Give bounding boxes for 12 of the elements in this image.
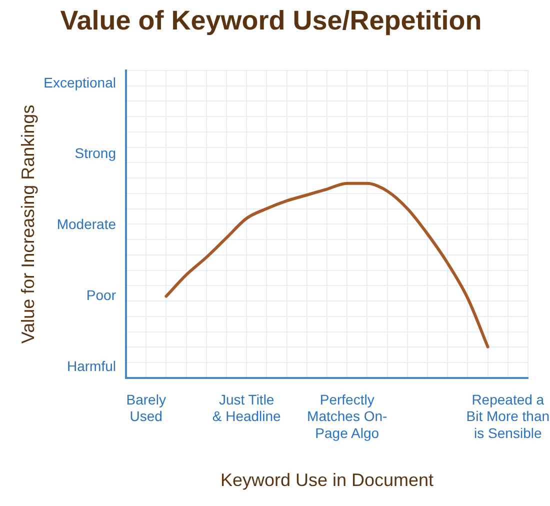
text: Moderate xyxy=(56,216,116,232)
text: Exceptional xyxy=(44,74,116,90)
text: Poor xyxy=(86,286,116,303)
x-tick-label: Perfectly Matches On- Page Algo xyxy=(307,391,388,441)
x-tick-label: Repeated a Bit More than is Sensible xyxy=(466,391,550,441)
chart-title: Value of Keyword Use/Repetition xyxy=(60,6,482,36)
text: Harmful xyxy=(66,358,116,374)
x-tick-label: Barely Used xyxy=(126,391,166,424)
y-axis-title: Value for Increasing Rankings xyxy=(18,104,38,344)
x-axis-title: Keyword Use in Document xyxy=(220,470,434,490)
text: Strong xyxy=(74,145,116,162)
x-tick-label: Just Title & Headline xyxy=(212,391,282,424)
